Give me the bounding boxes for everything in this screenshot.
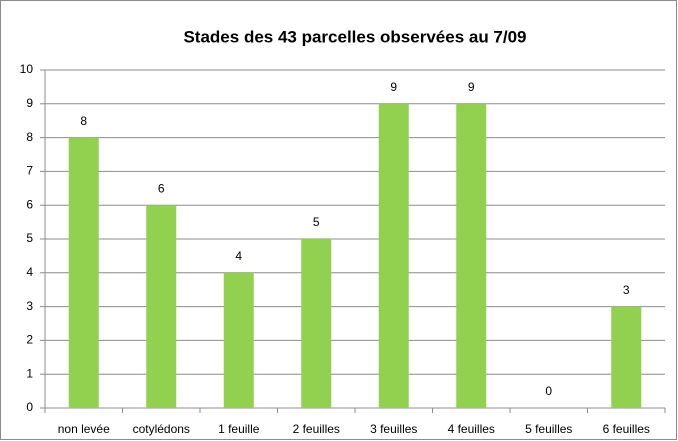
bar <box>223 272 254 408</box>
data-label: 8 <box>80 114 87 128</box>
data-label: 0 <box>545 384 552 398</box>
y-tick-label: 2 <box>26 333 33 347</box>
chart-title: Stades des 43 parcelles observées au 7/0… <box>183 27 526 46</box>
y-tick-label: 6 <box>26 197 33 211</box>
bar <box>68 137 99 408</box>
bar <box>378 103 409 409</box>
data-label: 5 <box>313 215 320 229</box>
bar <box>146 205 177 408</box>
data-label: 6 <box>158 181 165 195</box>
y-tick-label: 10 <box>20 62 34 76</box>
data-label: 3 <box>623 283 630 297</box>
bar <box>611 306 642 408</box>
y-tick-label: 0 <box>26 400 33 414</box>
y-tick-label: 3 <box>26 299 33 313</box>
data-label: 9 <box>390 80 397 94</box>
x-tick-label: cotylédons <box>133 422 190 436</box>
x-tick-label: 5 feuilles <box>525 422 572 436</box>
x-tick-label: 2 feuilles <box>293 422 340 436</box>
y-tick-label: 4 <box>26 265 33 279</box>
y-tick-label: 1 <box>26 366 33 380</box>
y-tick-label: 5 <box>26 231 33 245</box>
data-label: 9 <box>468 80 475 94</box>
y-tick-label: 9 <box>26 96 33 110</box>
data-label: 4 <box>235 249 242 263</box>
x-tick-label: 6 feuilles <box>603 422 650 436</box>
bar <box>301 239 332 408</box>
x-tick-label: 1 feuille <box>218 422 260 436</box>
y-tick-label: 7 <box>26 164 33 178</box>
y-tick-label: 8 <box>26 130 33 144</box>
x-tick-label: 4 feuilles <box>448 422 495 436</box>
x-tick-label: 3 feuilles <box>370 422 417 436</box>
x-tick-label: non levée <box>58 422 110 436</box>
bar <box>456 103 487 409</box>
